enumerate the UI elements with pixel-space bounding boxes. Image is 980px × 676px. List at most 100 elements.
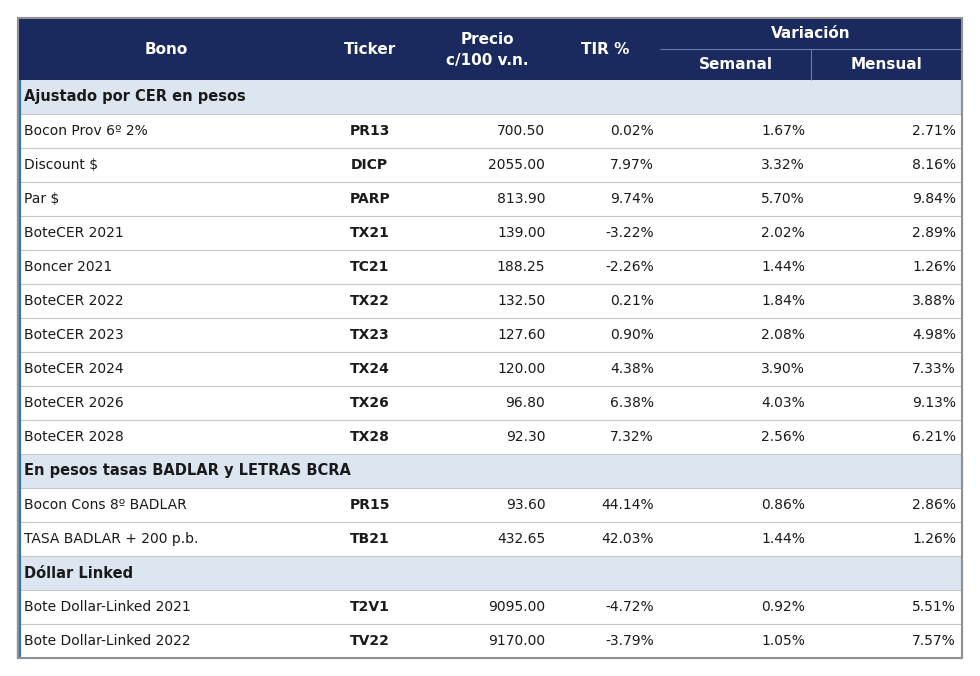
Text: 127.60: 127.60 bbox=[497, 328, 545, 342]
Text: Par $: Par $ bbox=[24, 192, 60, 206]
Text: 188.25: 188.25 bbox=[497, 260, 545, 274]
Text: 7.97%: 7.97% bbox=[610, 158, 654, 172]
Text: Bote Dollar-Linked 2022: Bote Dollar-Linked 2022 bbox=[24, 634, 191, 648]
Text: 7.57%: 7.57% bbox=[912, 634, 956, 648]
Text: 432.65: 432.65 bbox=[497, 532, 545, 546]
Text: 3.88%: 3.88% bbox=[912, 294, 956, 308]
Text: 2.89%: 2.89% bbox=[912, 226, 956, 240]
Text: 1.26%: 1.26% bbox=[912, 532, 956, 546]
Text: TX28: TX28 bbox=[350, 430, 390, 444]
Text: En pesos tasas BADLAR y LETRAS BCRA: En pesos tasas BADLAR y LETRAS BCRA bbox=[24, 464, 351, 479]
Text: 8.16%: 8.16% bbox=[911, 158, 956, 172]
Text: 5.70%: 5.70% bbox=[761, 192, 805, 206]
Text: 1.44%: 1.44% bbox=[761, 260, 805, 274]
Text: 4.03%: 4.03% bbox=[761, 396, 805, 410]
Text: 42.03%: 42.03% bbox=[602, 532, 654, 546]
Text: Semanal: Semanal bbox=[699, 57, 772, 72]
Text: 3.90%: 3.90% bbox=[761, 362, 805, 376]
Text: PR15: PR15 bbox=[350, 498, 390, 512]
Text: BoteCER 2021: BoteCER 2021 bbox=[24, 226, 123, 240]
Text: Bocon Cons 8º BADLAR: Bocon Cons 8º BADLAR bbox=[24, 498, 187, 512]
Bar bbox=[18, 284, 962, 318]
Text: 7.33%: 7.33% bbox=[912, 362, 956, 376]
Text: 1.67%: 1.67% bbox=[760, 124, 805, 138]
Text: BoteCER 2024: BoteCER 2024 bbox=[24, 362, 123, 376]
Text: -2.26%: -2.26% bbox=[606, 260, 654, 274]
Text: Dóllar Linked: Dóllar Linked bbox=[24, 566, 133, 581]
Text: 2.08%: 2.08% bbox=[761, 328, 805, 342]
Text: c/100 v.n.: c/100 v.n. bbox=[446, 53, 529, 68]
Text: TX24: TX24 bbox=[350, 362, 390, 376]
Text: Boncer 2021: Boncer 2021 bbox=[24, 260, 113, 274]
Text: Variación: Variación bbox=[771, 26, 851, 41]
Text: PARP: PARP bbox=[349, 192, 390, 206]
Text: 2.56%: 2.56% bbox=[761, 430, 805, 444]
Bar bbox=[18, 556, 962, 590]
Text: 9170.00: 9170.00 bbox=[488, 634, 545, 648]
Bar bbox=[18, 420, 962, 454]
Text: 2.71%: 2.71% bbox=[912, 124, 956, 138]
Text: 132.50: 132.50 bbox=[497, 294, 545, 308]
Text: BoteCER 2028: BoteCER 2028 bbox=[24, 430, 123, 444]
Text: 2.86%: 2.86% bbox=[912, 498, 956, 512]
Text: -3.79%: -3.79% bbox=[606, 634, 654, 648]
Text: Mensual: Mensual bbox=[851, 57, 922, 72]
Text: 92.30: 92.30 bbox=[506, 430, 545, 444]
Bar bbox=[18, 148, 962, 182]
Text: 6.38%: 6.38% bbox=[610, 396, 654, 410]
Text: TX21: TX21 bbox=[350, 226, 390, 240]
Text: 1.26%: 1.26% bbox=[912, 260, 956, 274]
Text: 120.00: 120.00 bbox=[497, 362, 545, 376]
Text: BoteCER 2023: BoteCER 2023 bbox=[24, 328, 123, 342]
Text: 1.05%: 1.05% bbox=[761, 634, 805, 648]
Text: BoteCER 2022: BoteCER 2022 bbox=[24, 294, 123, 308]
Text: 96.80: 96.80 bbox=[506, 396, 545, 410]
Text: 6.21%: 6.21% bbox=[912, 430, 956, 444]
Text: TIR %: TIR % bbox=[581, 41, 630, 57]
Text: TX22: TX22 bbox=[350, 294, 390, 308]
Bar bbox=[18, 522, 962, 556]
Text: Ajustado por CER en pesos: Ajustado por CER en pesos bbox=[24, 89, 246, 105]
Text: PR13: PR13 bbox=[350, 124, 390, 138]
Text: 1.44%: 1.44% bbox=[761, 532, 805, 546]
Text: TX23: TX23 bbox=[350, 328, 389, 342]
Text: 700.50: 700.50 bbox=[497, 124, 545, 138]
Bar bbox=[18, 216, 962, 250]
Bar bbox=[18, 182, 962, 216]
Text: 1.84%: 1.84% bbox=[760, 294, 805, 308]
Text: 9.84%: 9.84% bbox=[912, 192, 956, 206]
Text: 0.02%: 0.02% bbox=[611, 124, 654, 138]
Bar bbox=[18, 624, 962, 658]
Text: 3.32%: 3.32% bbox=[761, 158, 805, 172]
Text: T2V1: T2V1 bbox=[350, 600, 390, 614]
Text: 4.98%: 4.98% bbox=[912, 328, 956, 342]
Bar bbox=[18, 250, 962, 284]
Bar bbox=[18, 488, 962, 522]
Bar bbox=[18, 80, 962, 114]
Text: TV22: TV22 bbox=[350, 634, 390, 648]
Text: Ticker: Ticker bbox=[344, 41, 396, 57]
Text: 2.02%: 2.02% bbox=[761, 226, 805, 240]
Text: 5.51%: 5.51% bbox=[912, 600, 956, 614]
Text: 9095.00: 9095.00 bbox=[488, 600, 545, 614]
Text: Precio: Precio bbox=[461, 32, 514, 47]
Text: BoteCER 2026: BoteCER 2026 bbox=[24, 396, 123, 410]
Text: Discount $: Discount $ bbox=[24, 158, 98, 172]
Bar bbox=[18, 352, 962, 386]
Text: -3.22%: -3.22% bbox=[606, 226, 654, 240]
Text: TX26: TX26 bbox=[350, 396, 389, 410]
Text: TC21: TC21 bbox=[350, 260, 389, 274]
Text: DICP: DICP bbox=[351, 158, 388, 172]
Bar bbox=[18, 18, 962, 80]
Text: 9.13%: 9.13% bbox=[912, 396, 956, 410]
Text: 2055.00: 2055.00 bbox=[488, 158, 545, 172]
Text: 9.74%: 9.74% bbox=[610, 192, 654, 206]
Text: TB21: TB21 bbox=[350, 532, 389, 546]
Bar bbox=[18, 386, 962, 420]
Text: Bote Dollar-Linked 2021: Bote Dollar-Linked 2021 bbox=[24, 600, 191, 614]
Text: 7.32%: 7.32% bbox=[611, 430, 654, 444]
Text: 44.14%: 44.14% bbox=[602, 498, 654, 512]
Text: Bocon Prov 6º 2%: Bocon Prov 6º 2% bbox=[24, 124, 148, 138]
Text: TASA BADLAR + 200 p.b.: TASA BADLAR + 200 p.b. bbox=[24, 532, 198, 546]
Text: 93.60: 93.60 bbox=[506, 498, 545, 512]
